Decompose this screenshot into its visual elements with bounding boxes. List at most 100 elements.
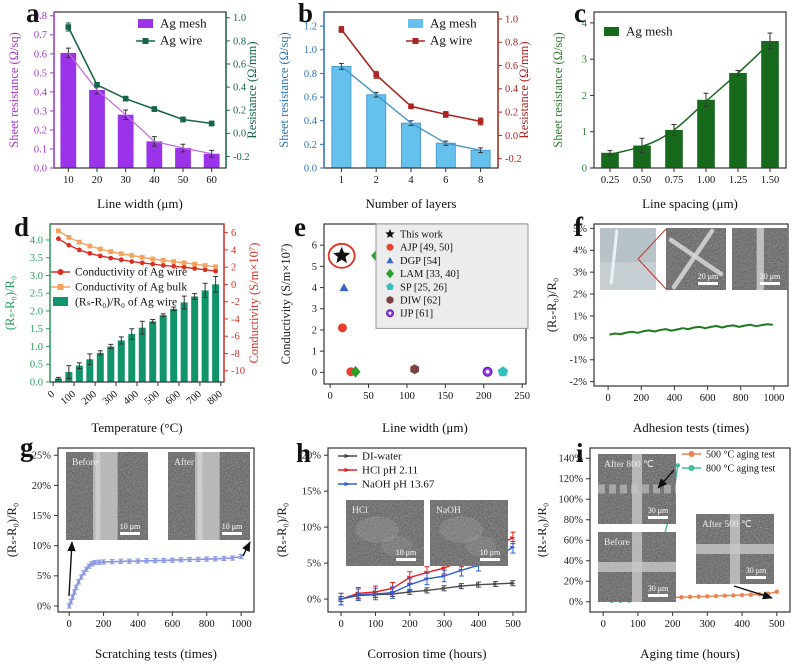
svg-text:Ag mesh: Ag mesh (160, 16, 207, 31)
svg-text:LAM [33, 40]: LAM [33, 40] (400, 269, 459, 280)
svg-text:Line width (μm): Line width (μm) (382, 420, 468, 435)
svg-text:800: 800 (199, 619, 215, 630)
svg-text:20%: 20% (564, 577, 584, 588)
svg-text:0.8: 0.8 (304, 69, 317, 80)
svg-text:5%: 5% (573, 224, 587, 235)
svg-text:0.0: 0.0 (34, 163, 47, 174)
svg-text:Before: Before (72, 457, 98, 468)
svg-text:6: 6 (312, 241, 317, 252)
svg-text:30 μm: 30 μm (648, 584, 669, 593)
svg-text:500 °C aging test: 500 °C aging test (706, 450, 775, 461)
panel-e-chart: 0 1 2 3 4 5 6 Conductivity (S/m×10⁷) 0 50 100 150 20… (279, 223, 530, 435)
panel-e-label: e (294, 212, 306, 242)
panel-i-label: i (576, 438, 584, 468)
svg-text:(Rₛ-R₀)/R₀ of Ag wire: (Rₛ-R₀)/R₀ of Ag wire (75, 297, 177, 309)
svg-text:(Rₛ-R₀)/R₀: (Rₛ-R₀)/R₀ (3, 276, 17, 330)
panel-d-chart: 0.0 0.5 1.0 1.5 2.0 2.5 3.0 3.5 4.0 (Rₛ-R₀)/R₀ 6 4 2… (3, 223, 261, 435)
svg-text:Ag mesh: Ag mesh (626, 24, 673, 39)
svg-text:0.0: 0.0 (505, 131, 518, 142)
panel-d: d 0.0 0.5 1.0 1.5 2.0 2.5 3.0 3.5 4.0 (Rₛ-R₀)/R₀ 6… (0, 214, 268, 438)
panel-g: g 0% 5% 10% 15% 20% 25% (Rₛ-R₀)/R₀ 0 200 400 600 80… (0, 434, 268, 664)
panel-f-label: f (574, 212, 583, 242)
panel-c-label: c (574, 0, 586, 28)
svg-text:150: 150 (437, 391, 453, 402)
svg-text:500: 500 (769, 619, 785, 630)
svg-text:0%: 0% (307, 594, 321, 605)
svg-text:3.0: 3.0 (30, 271, 43, 282)
svg-text:2%: 2% (573, 289, 587, 300)
svg-text:0.0: 0.0 (233, 129, 246, 140)
svg-text:100%: 100% (559, 495, 584, 506)
panel-b: b 0.0 0.2 0.4 0.6 0.8 1.0 1.2 Sheet resistance … (268, 0, 538, 214)
svg-text:1.0: 1.0 (304, 45, 317, 56)
panel-b-chart: 0.0 0.2 0.4 0.6 0.8 1.0 1.2 Sheet resistance (Ω… (277, 11, 531, 211)
svg-text:-0.2: -0.2 (505, 154, 522, 165)
svg-text:600: 600 (164, 619, 180, 630)
svg-text:0%: 0% (573, 333, 587, 344)
svg-text:500: 500 (143, 389, 162, 408)
svg-text:AJP [49, 50]: AJP [49, 50] (400, 243, 453, 254)
svg-text:500: 500 (505, 619, 521, 630)
panel-c: c 0 1 2 3 4 Sheet resistance (Ω/sq) 0.25 0.50 0.… (538, 0, 800, 214)
svg-text:0.2: 0.2 (505, 108, 518, 119)
svg-text:0.25: 0.25 (601, 175, 619, 186)
svg-text:700: 700 (185, 389, 204, 408)
svg-text:DGP [54]: DGP [54] (400, 256, 441, 267)
svg-text:40: 40 (149, 175, 160, 186)
svg-text:200: 200 (402, 619, 418, 630)
svg-text:10 μm: 10 μm (396, 548, 417, 557)
svg-text:20%: 20% (32, 481, 52, 492)
svg-text:1.5: 1.5 (30, 324, 43, 335)
svg-text:2.5: 2.5 (30, 289, 43, 300)
panel-i-chart: 0% 20% 40% 60% 80% 100% 120% 140% (Rₛ-R₀)/R₀ 0 100… (538, 447, 791, 661)
panel-f-chart: -2% -1% 0% 1% 2% 3% 4% 5% (Rₛ-R₀)/R₀ 0 200 400 600 80… (545, 223, 789, 435)
svg-text:0.8: 0.8 (505, 38, 518, 49)
svg-text:1000: 1000 (763, 393, 784, 404)
svg-text:1: 1 (339, 175, 344, 186)
svg-text:Corrosion time (hours): Corrosion time (hours) (367, 646, 486, 661)
svg-text:2: 2 (582, 91, 587, 102)
svg-text:60: 60 (206, 175, 217, 186)
panel-i: i 0% 20% 40% 60% 80% 100% 120% 140% (Rₛ-R₀)/R₀ 0 1… (538, 438, 800, 664)
svg-text:-8: -8 (231, 349, 240, 360)
svg-text:Conductivity of Ag wire: Conductivity of Ag wire (75, 267, 187, 279)
svg-text:0.0: 0.0 (30, 377, 43, 388)
svg-text:100: 100 (368, 619, 384, 630)
svg-text:0.8: 0.8 (233, 36, 246, 47)
svg-text:0: 0 (312, 368, 317, 379)
svg-text:0.8: 0.8 (34, 11, 47, 22)
svg-text:0.50: 0.50 (633, 175, 651, 186)
svg-text:10 μm: 10 μm (222, 522, 243, 531)
svg-text:Number of layers: Number of layers (366, 196, 457, 211)
panel-d-label: d (14, 212, 30, 242)
svg-text:This work: This work (400, 230, 444, 241)
svg-text:Resistance (Ω/mm): Resistance (Ω/mm) (245, 41, 259, 138)
svg-text:400: 400 (734, 619, 750, 630)
svg-text:4%: 4% (573, 246, 587, 257)
svg-text:(Rₛ-R₀)/R₀: (Rₛ-R₀)/R₀ (5, 503, 19, 557)
svg-text:4: 4 (408, 175, 414, 186)
svg-text:100: 100 (399, 391, 415, 402)
svg-text:200: 200 (476, 391, 492, 402)
svg-text:Temperature (°C): Temperature (°C) (91, 420, 182, 435)
svg-text:3%: 3% (573, 268, 587, 279)
svg-text:2: 2 (374, 175, 379, 186)
svg-text:40%: 40% (564, 556, 584, 567)
svg-text:4.0: 4.0 (30, 235, 43, 246)
svg-text:100: 100 (630, 619, 646, 630)
svg-text:3: 3 (312, 304, 317, 315)
panel-c-chart: 0 1 2 3 4 Sheet resistance (Ω/sq) 0.25 0.50 0.75… (551, 11, 787, 211)
svg-text:Line spacing (μm): Line spacing (μm) (642, 196, 738, 211)
svg-text:0.6: 0.6 (233, 59, 246, 70)
svg-text:-4: -4 (231, 314, 240, 325)
svg-text:Ag wire: Ag wire (160, 33, 202, 48)
svg-text:0.0: 0.0 (304, 163, 317, 174)
svg-text:0.4: 0.4 (34, 87, 48, 98)
svg-text:4: 4 (582, 18, 588, 29)
svg-text:30 μm: 30 μm (648, 506, 669, 515)
svg-text:2.0: 2.0 (30, 306, 43, 317)
svg-text:140%: 140% (559, 454, 584, 465)
svg-text:0.2: 0.2 (34, 125, 47, 136)
svg-text:5%: 5% (307, 558, 321, 569)
svg-text:3.5: 3.5 (30, 253, 43, 264)
